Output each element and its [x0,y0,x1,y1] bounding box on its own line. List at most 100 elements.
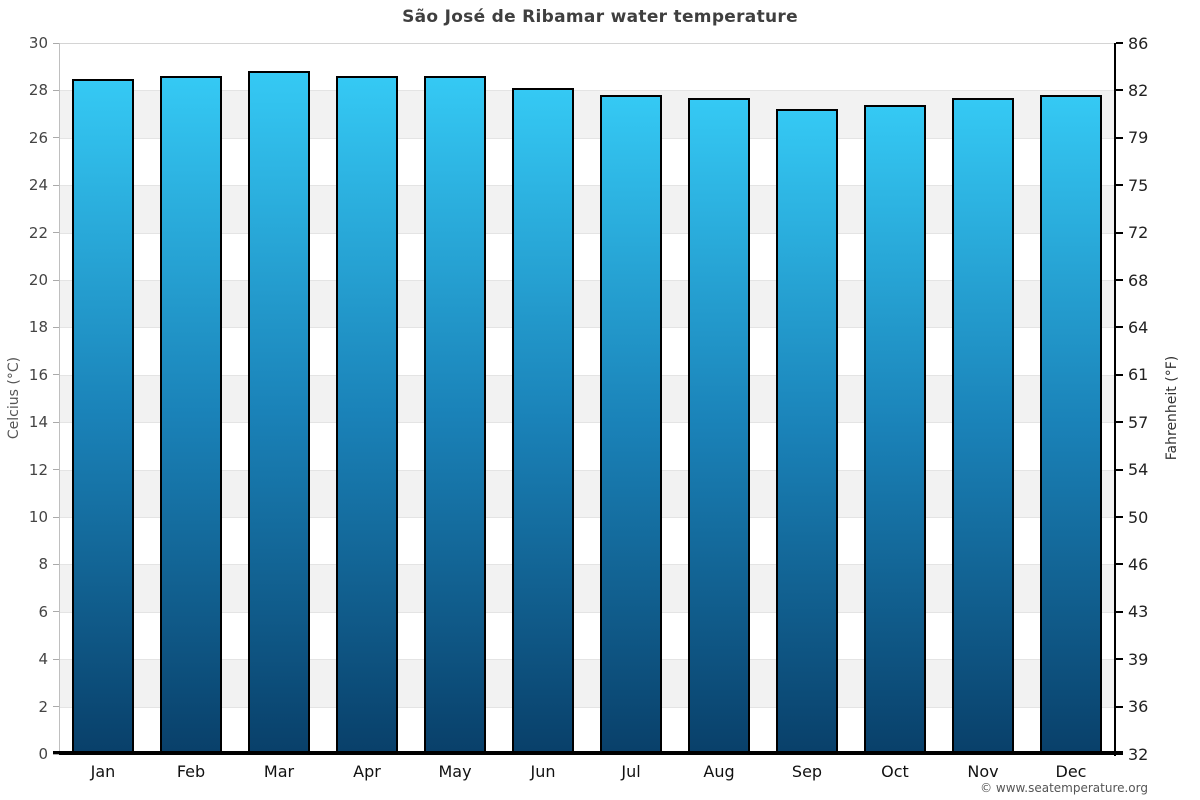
month-label-aug: Aug [703,762,735,781]
gridline [59,327,1115,329]
celsius-tick [53,184,59,186]
fahrenheit-tick-label: 72 [1128,223,1149,243]
celsius-tick-label: 2 [38,697,48,716]
celsius-tick [53,421,59,423]
fahrenheit-tick [1116,468,1123,471]
gridline [59,90,1115,92]
celsius-tick [53,232,59,234]
celsius-tick-label: 20 [28,271,48,289]
grid-band [59,90,1115,139]
grid-band [59,422,1115,471]
fahrenheit-tick [1116,136,1123,139]
grid-band [59,374,1115,423]
celsius-tick-label: 6 [38,602,48,621]
bar-nov [952,97,1014,754]
month-label-feb: Feb [176,762,206,781]
celsius-tick [53,137,59,139]
gridline [59,564,1115,566]
bar-aug [688,97,750,754]
celsius-tick [53,326,59,328]
fahrenheit-axis-line [1114,43,1116,756]
gridline [59,374,1115,376]
fahrenheit-tick [1116,89,1123,92]
celsius-tick [53,563,59,565]
grid-band [59,706,1115,755]
fahrenheit-tick-label: 64 [1128,317,1149,337]
grid-band [59,564,1115,613]
month-label-mar: Mar [263,762,295,781]
fahrenheit-tick-label: 32 [1128,744,1149,764]
month-label-apr: Apr [353,762,381,781]
fahrenheit-tick-label: 75 [1128,175,1149,195]
month-label-jul: Jul [621,762,641,781]
fahrenheit-tick [1116,42,1123,44]
bar-sep [776,109,838,754]
fahrenheit-tick-label: 68 [1128,270,1149,290]
celsius-tick-label: 28 [28,81,48,100]
celsius-tick [53,89,59,91]
bar-jun [512,88,574,754]
fahrenheit-tick [1116,373,1123,376]
fahrenheit-tick [1116,279,1123,281]
celsius-tick-label: 8 [38,555,48,574]
celsius-axis-title: Celcius (°C) [6,356,22,440]
grid-band [59,517,1115,565]
bar-jul [600,95,662,754]
celsius-tick [53,279,59,281]
celsius-tick [53,611,59,613]
fahrenheit-tick-label: 46 [1128,554,1149,574]
bar-apr [336,76,398,754]
fahrenheit-tick [1116,658,1123,661]
fahrenheit-tick-label: 50 [1128,507,1149,527]
grid-band [59,43,1115,91]
grid-band [59,659,1115,708]
fahrenheit-tick-label: 86 [1128,33,1149,53]
fahrenheit-tick-label: 57 [1128,412,1149,432]
grid-band [59,232,1115,281]
fahrenheit-tick-label: 61 [1128,365,1149,385]
month-label-oct: Oct [881,762,909,781]
bar-oct [864,104,926,754]
fahrenheit-tick [1116,516,1123,518]
celsius-tick [53,42,59,44]
fahrenheit-tick [1116,753,1123,755]
month-label-nov: Nov [967,762,999,781]
gridline [59,469,1115,471]
grid-band [59,185,1115,234]
celsius-tick-label: 30 [28,34,48,52]
gridline [59,232,1115,234]
fahrenheit-tick-label: 36 [1128,697,1149,717]
bar-mar [248,71,310,754]
fahrenheit-tick-label: 54 [1128,460,1149,480]
fahrenheit-tick [1116,231,1123,234]
gridline [59,659,1115,661]
fahrenheit-axis-title: Fahrenheit (°F) [1164,355,1180,461]
celsius-tick-label: 0 [38,745,48,763]
month-label-jan: Jan [90,762,116,781]
gridline [59,185,1115,187]
gridline [59,280,1115,281]
month-label-dec: Dec [1055,762,1087,781]
celsius-tick-label: 16 [28,365,48,384]
celsius-tick [53,469,59,471]
fahrenheit-tick [1116,326,1123,329]
plot-area [59,43,1115,755]
grid-band [59,327,1115,376]
celsius-tick-label: 14 [28,413,48,432]
month-label-sep: Sep [791,762,823,781]
fahrenheit-tick [1116,421,1123,424]
celsius-tick [53,658,59,660]
celsius-tick [53,753,59,755]
celsius-tick-label: 18 [28,318,48,337]
gridline [59,422,1115,424]
fahrenheit-tick [1116,610,1123,613]
fahrenheit-tick-label: 39 [1128,649,1149,669]
celsius-tick [53,706,59,708]
copyright: © www.seatemperature.org [980,781,1148,795]
month-label-jun: Jun [530,762,556,781]
gridline [59,517,1115,518]
grid-band [59,611,1115,660]
fahrenheit-tick-label: 79 [1128,128,1149,148]
celsius-tick-label: 10 [28,508,48,526]
